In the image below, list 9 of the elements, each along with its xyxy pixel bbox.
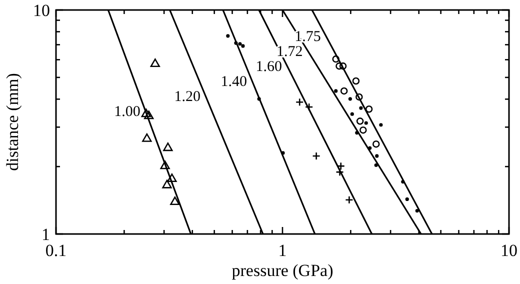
series-label: 1.40 [220,74,248,90]
series-label: 1.20 [174,89,200,106]
y-axis-title: distance (mm) [3,73,22,171]
series-label: 1.00 [114,104,140,120]
x-tick-label: 10 [500,241,518,260]
x-axis-title: pressure (GPa) [232,261,334,280]
x-tick-label: 1 [278,241,287,260]
series-label: 1.60 [256,59,282,76]
x-tick-label: 0.1 [45,241,67,260]
